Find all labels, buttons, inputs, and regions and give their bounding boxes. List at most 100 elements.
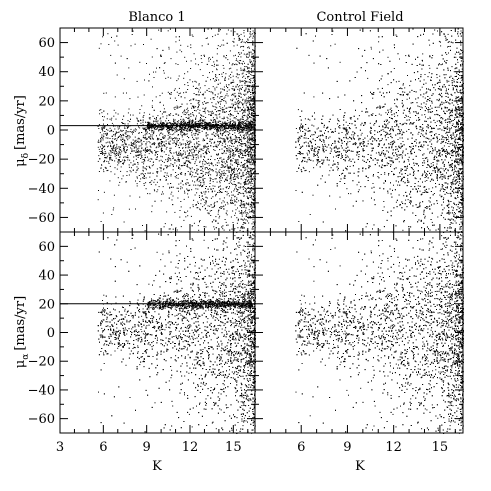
data-point xyxy=(148,149,150,151)
data-point xyxy=(212,170,214,172)
data-point xyxy=(234,204,236,206)
data-point xyxy=(180,132,182,134)
data-point xyxy=(159,129,161,131)
data-point xyxy=(185,127,187,129)
data-point xyxy=(250,164,252,166)
data-point xyxy=(236,44,238,46)
data-point xyxy=(155,119,157,121)
data-point xyxy=(145,129,147,131)
data-point xyxy=(139,112,141,114)
data-point xyxy=(250,153,252,155)
data-point xyxy=(137,154,139,156)
data-point xyxy=(246,154,248,155)
data-point xyxy=(239,205,241,207)
data-point xyxy=(219,143,220,145)
data-point xyxy=(198,91,199,93)
data-point xyxy=(206,37,208,39)
data-point xyxy=(114,96,116,98)
data-point xyxy=(244,211,246,213)
data-point xyxy=(150,151,152,153)
data-point xyxy=(192,98,194,100)
data-point xyxy=(193,105,195,107)
data-point xyxy=(118,147,120,149)
data-point xyxy=(181,136,183,138)
data-point xyxy=(250,74,252,75)
data-point xyxy=(110,145,111,147)
data-point xyxy=(187,171,189,172)
data-point xyxy=(135,144,137,146)
data-point xyxy=(231,228,233,230)
data-point xyxy=(102,116,103,117)
data-point xyxy=(187,117,189,119)
data-point xyxy=(216,175,218,177)
data-point xyxy=(234,228,236,230)
data-point xyxy=(224,174,226,176)
data-point xyxy=(206,137,208,139)
data-point xyxy=(191,134,193,136)
data-point xyxy=(221,170,223,172)
data-point xyxy=(187,122,189,124)
data-point xyxy=(238,96,240,97)
data-point xyxy=(169,140,171,142)
data-point xyxy=(151,107,153,108)
data-point xyxy=(253,160,255,162)
data-point xyxy=(242,204,244,206)
data-point xyxy=(224,131,226,133)
data-point xyxy=(245,42,247,44)
data-point xyxy=(237,112,239,114)
data-point xyxy=(210,58,211,60)
data-point xyxy=(165,179,167,180)
data-point xyxy=(252,119,254,121)
data-point xyxy=(202,107,204,109)
data-point xyxy=(197,64,199,66)
data-point xyxy=(205,162,207,164)
data-point xyxy=(252,35,254,37)
data-point xyxy=(205,196,207,198)
data-point xyxy=(220,88,222,90)
data-point xyxy=(148,117,150,119)
data-point xyxy=(198,101,200,103)
data-point xyxy=(192,204,194,206)
data-point xyxy=(235,141,237,143)
data-point xyxy=(242,72,244,74)
data-point xyxy=(180,118,182,120)
data-point xyxy=(181,122,183,124)
data-point xyxy=(172,169,174,171)
data-point xyxy=(193,222,195,224)
data-point xyxy=(238,94,240,96)
data-point xyxy=(145,132,147,134)
data-point xyxy=(206,89,208,91)
data-point xyxy=(235,54,236,56)
data-point xyxy=(213,121,215,123)
data-point xyxy=(130,141,132,143)
data-point xyxy=(223,111,225,113)
data-point xyxy=(181,103,183,105)
data-point xyxy=(167,91,169,93)
data-point xyxy=(235,173,237,175)
data-point xyxy=(164,111,166,113)
data-point xyxy=(136,166,138,168)
data-point xyxy=(241,129,243,131)
data-point xyxy=(205,135,207,137)
data-point xyxy=(243,120,245,122)
data-point xyxy=(198,141,200,142)
data-point xyxy=(241,152,243,154)
data-point xyxy=(252,53,254,55)
data-point xyxy=(213,226,215,228)
data-point xyxy=(175,138,177,140)
data-point xyxy=(120,136,122,138)
data-point xyxy=(120,55,122,57)
data-point xyxy=(252,226,254,228)
data-point xyxy=(253,122,255,124)
data-point xyxy=(243,201,245,202)
data-point xyxy=(234,124,235,126)
data-point xyxy=(179,164,180,166)
data-point xyxy=(253,111,254,113)
data-point xyxy=(184,192,186,194)
data-point xyxy=(219,215,221,217)
data-point xyxy=(200,173,202,174)
data-point xyxy=(111,147,113,149)
data-point xyxy=(103,191,105,193)
data-point xyxy=(136,185,138,187)
data-point xyxy=(216,154,218,156)
